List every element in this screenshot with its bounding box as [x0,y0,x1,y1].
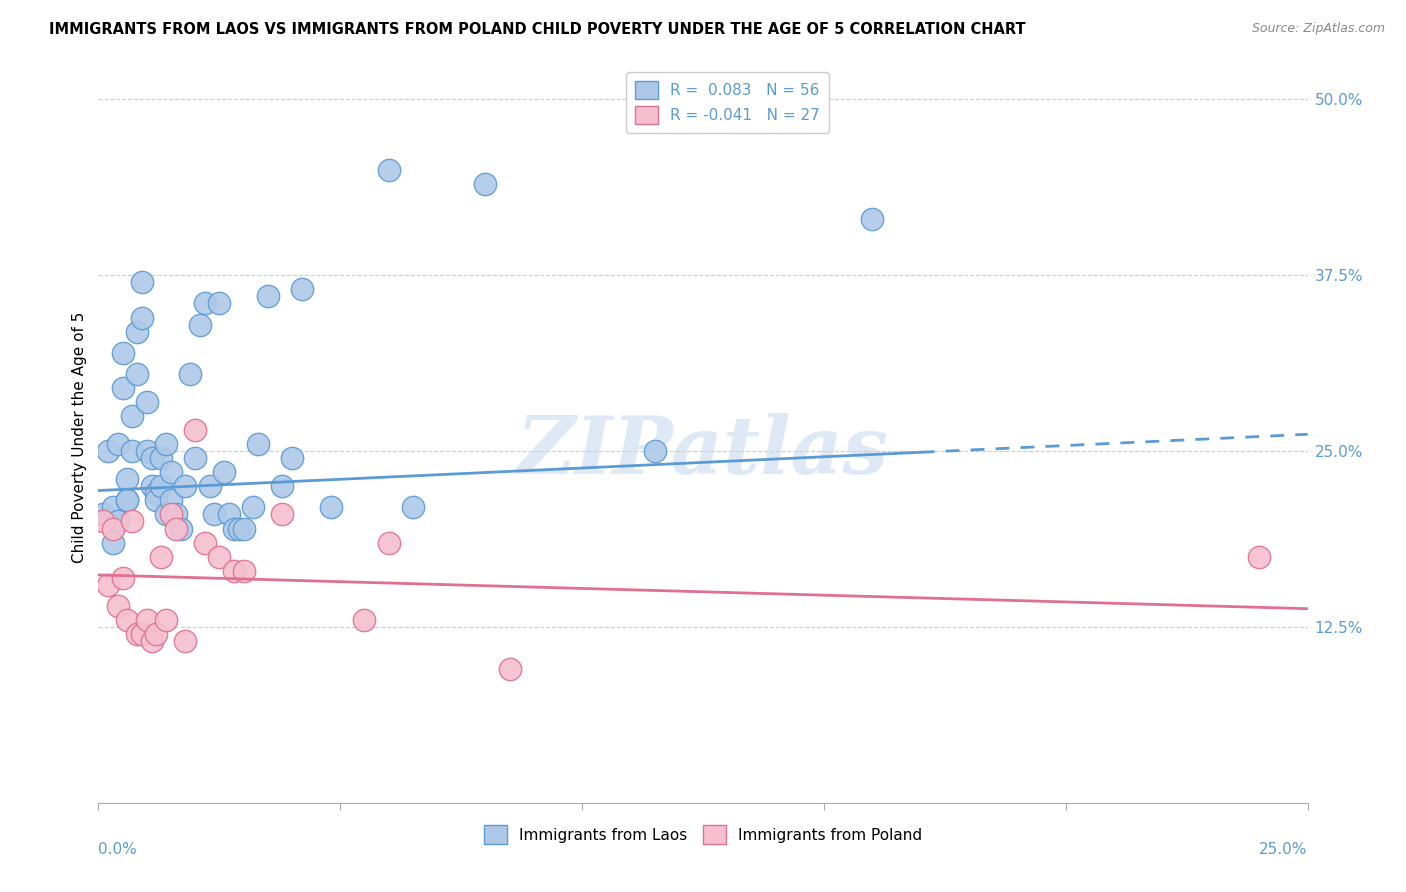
Point [131,627,153,641]
Point [402,500,425,515]
Point [145,627,167,641]
Text: IMMIGRANTS FROM LAOS VS IMMIGRANTS FROM POLAND CHILD POVERTY UNDER THE AGE OF 5 : IMMIGRANTS FROM LAOS VS IMMIGRANTS FROM … [49,22,1026,37]
Point [111,571,134,585]
Point [212,465,235,479]
Point [150,549,173,564]
Point [160,465,183,479]
Point [179,367,201,381]
Point [135,613,157,627]
Point [131,310,153,325]
Point [247,437,270,451]
Point [160,493,183,508]
Point [117,613,139,627]
Point [121,409,143,423]
Point [498,662,520,676]
Point [222,564,245,578]
Point [155,613,177,627]
Point [141,451,163,466]
Point [117,472,139,486]
Point [135,395,157,409]
Text: Source: ZipAtlas.com: Source: ZipAtlas.com [1251,22,1385,36]
Point [141,479,163,493]
Point [377,162,399,177]
Point [97,444,120,458]
Point [91,508,114,522]
Point [290,282,312,296]
Point [165,521,187,535]
Point [208,549,231,564]
Point [131,276,153,290]
Point [232,564,254,578]
Point [271,508,294,522]
Point [194,296,217,310]
Point [644,444,666,458]
Point [174,479,197,493]
Point [121,515,143,529]
Point [377,535,399,549]
Point [256,289,278,303]
Point [127,367,149,381]
Point [281,451,304,466]
Point [160,508,183,522]
Point [127,325,149,339]
Point [222,521,245,535]
Point [107,599,129,613]
Point [91,515,114,529]
Point [111,381,134,395]
Point [228,521,250,535]
Point [107,515,129,529]
Point [208,296,231,310]
Legend: Immigrants from Laos, Immigrants from Poland: Immigrants from Laos, Immigrants from Po… [478,819,928,850]
Point [141,634,163,648]
Point [169,521,191,535]
Point [1249,549,1271,564]
Point [101,535,124,549]
Point [242,500,264,515]
Point [353,613,375,627]
Text: ZIPatlas: ZIPatlas [517,413,889,491]
Point [165,508,187,522]
Point [150,479,173,493]
Point [101,500,124,515]
Point [232,521,254,535]
Point [194,535,217,549]
Point [174,634,197,648]
Point [184,423,207,437]
Point [474,177,496,191]
Point [117,493,139,508]
Point [135,444,157,458]
Point [97,578,120,592]
Point [218,508,240,522]
Text: 0.0%: 0.0% [98,842,138,856]
Point [145,486,167,500]
Point [127,627,149,641]
Point [155,437,177,451]
Point [107,437,129,451]
Point [319,500,342,515]
Point [145,493,167,508]
Point [150,451,173,466]
Point [101,521,124,535]
Text: 25.0%: 25.0% [1260,842,1308,856]
Point [860,212,883,227]
Point [155,508,177,522]
Point [188,318,211,332]
Point [271,479,294,493]
Y-axis label: Child Poverty Under the Age of 5: Child Poverty Under the Age of 5 [72,311,87,563]
Point [198,479,221,493]
Point [121,444,143,458]
Point [111,345,134,359]
Point [204,508,226,522]
Point [117,493,139,508]
Point [184,451,207,466]
